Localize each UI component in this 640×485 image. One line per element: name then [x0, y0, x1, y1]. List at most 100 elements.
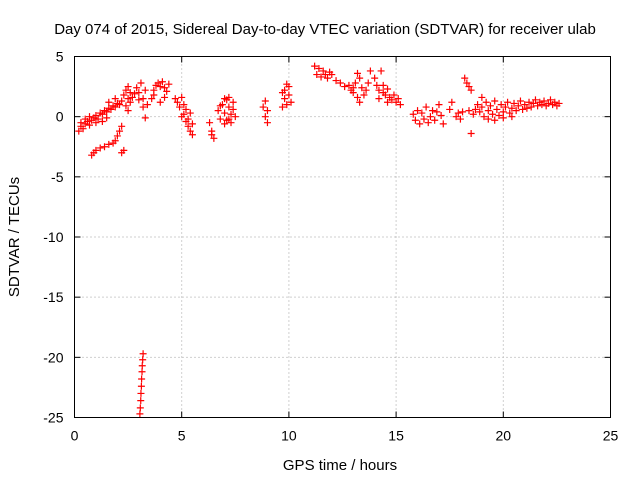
data-point	[555, 99, 563, 107]
data-point	[148, 95, 156, 103]
x-axis-label: GPS time / hours	[283, 457, 397, 474]
data-point	[138, 362, 146, 370]
data-point	[411, 116, 419, 124]
data-point	[103, 114, 111, 122]
data-point	[551, 98, 559, 106]
data-point	[317, 73, 325, 81]
plot-frame	[74, 56, 611, 418]
data-point	[116, 101, 124, 109]
data-point	[184, 122, 192, 130]
data-point	[113, 132, 121, 140]
y-axis-label: SDTVAR / TECUs	[6, 177, 23, 297]
data-point	[182, 105, 190, 113]
data-point	[508, 113, 516, 121]
data-point	[328, 71, 336, 79]
data-point	[75, 127, 83, 135]
data-point	[278, 103, 286, 111]
data-point	[126, 98, 134, 106]
data-point	[178, 113, 186, 121]
data-point	[173, 98, 181, 106]
data-point	[161, 93, 169, 101]
data-point	[319, 67, 327, 75]
data-point	[480, 113, 488, 121]
data-point	[499, 108, 507, 116]
data-point	[137, 79, 145, 87]
data-point	[131, 90, 139, 98]
data-point	[489, 110, 497, 118]
data-point	[143, 101, 151, 109]
data-point	[154, 79, 162, 87]
data-point	[77, 119, 85, 127]
data-point	[366, 67, 374, 75]
data-point	[103, 108, 111, 116]
data-point	[375, 86, 383, 94]
data-point	[521, 101, 529, 109]
data-point	[546, 96, 554, 104]
data-point	[94, 115, 102, 123]
data-point	[469, 110, 477, 118]
data-point	[508, 104, 516, 112]
data-point	[171, 95, 179, 103]
data-point	[135, 89, 143, 97]
data-point	[79, 125, 87, 133]
data-points	[75, 62, 563, 418]
data-point	[227, 110, 235, 118]
data-point	[225, 115, 233, 123]
chart-title: Day 074 of 2015, Sidereal Day-to-day VTE…	[54, 21, 596, 38]
data-point	[139, 350, 147, 358]
data-point	[381, 91, 389, 99]
x-tick-label: 0	[71, 428, 79, 444]
data-point	[206, 119, 214, 127]
data-point	[180, 101, 188, 109]
y-tick-label: 0	[56, 109, 64, 125]
data-point	[210, 134, 218, 142]
data-point	[377, 67, 385, 75]
data-point	[158, 78, 166, 86]
data-point	[128, 93, 136, 101]
data-point	[484, 107, 492, 115]
data-point	[516, 97, 524, 105]
data-point	[278, 89, 286, 97]
data-point	[287, 98, 295, 106]
data-point	[111, 103, 119, 111]
data-point	[313, 71, 321, 79]
data-point	[186, 109, 194, 117]
data-point	[98, 117, 106, 125]
data-point	[379, 81, 387, 89]
data-point	[529, 99, 537, 107]
data-point	[283, 101, 291, 109]
data-point	[120, 146, 128, 154]
data-point	[188, 131, 196, 139]
data-point	[263, 107, 271, 115]
data-point	[124, 95, 132, 103]
x-tick-label: 20	[496, 428, 512, 444]
x-tick-label: 5	[178, 428, 186, 444]
data-point	[467, 86, 475, 94]
data-point	[229, 98, 237, 106]
data-point	[433, 108, 441, 116]
data-point	[519, 105, 527, 113]
data-point	[493, 105, 501, 113]
data-point	[285, 83, 293, 91]
data-point	[118, 122, 126, 130]
data-point	[126, 89, 134, 97]
data-point	[491, 97, 499, 105]
data-point	[311, 62, 319, 70]
data-point	[136, 410, 144, 418]
data-point	[392, 98, 400, 106]
data-point	[165, 80, 173, 88]
data-point	[478, 103, 486, 111]
data-point	[139, 356, 147, 364]
data-point	[315, 65, 323, 73]
data-point	[225, 93, 233, 101]
data-point	[263, 119, 271, 127]
data-point	[122, 102, 130, 110]
data-point	[431, 116, 439, 124]
data-point	[388, 96, 396, 104]
data-point	[208, 131, 216, 139]
data-point	[384, 85, 392, 93]
data-point	[86, 121, 94, 129]
data-point	[259, 103, 267, 111]
data-point	[446, 105, 454, 113]
data-point	[136, 404, 144, 412]
